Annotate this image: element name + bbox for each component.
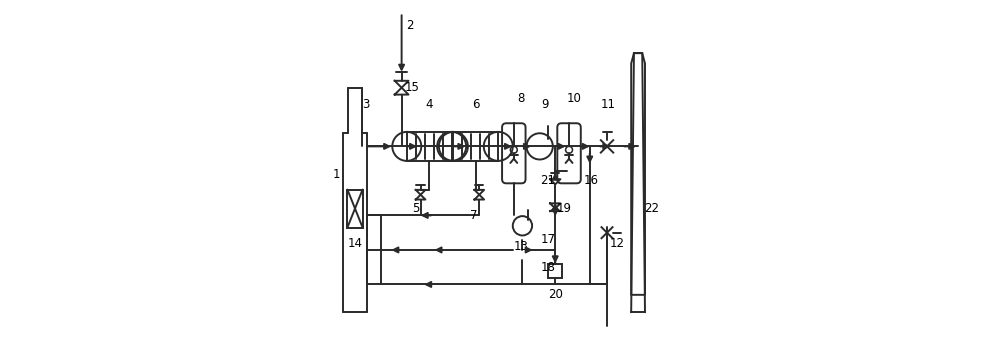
Text: 7: 7	[470, 209, 478, 222]
Bar	[548, 264, 562, 278]
Text: 10: 10	[567, 92, 582, 104]
Text: 18: 18	[541, 261, 556, 274]
Text: 15: 15	[405, 81, 419, 94]
Text: 22: 22	[644, 202, 659, 215]
Text: 6: 6	[472, 98, 480, 111]
Bar	[347, 190, 363, 228]
Text: 8: 8	[517, 92, 524, 104]
Text: 5: 5	[412, 202, 419, 215]
Text: 21: 21	[540, 174, 555, 188]
Text: 3: 3	[362, 98, 369, 111]
Text: 4: 4	[425, 98, 433, 111]
Bar	[407, 132, 452, 161]
Text: 16: 16	[584, 174, 599, 188]
Text: 13: 13	[513, 240, 528, 253]
Text: 17: 17	[541, 233, 556, 246]
Text: 12: 12	[610, 237, 625, 250]
Text: 2: 2	[406, 19, 414, 32]
Text: 1: 1	[332, 167, 340, 181]
Bar	[453, 132, 498, 161]
Text: 11: 11	[600, 98, 615, 111]
Text: 14: 14	[348, 237, 363, 250]
Text: 19: 19	[556, 202, 571, 215]
Text: 9: 9	[541, 98, 549, 111]
Text: 20: 20	[548, 288, 563, 301]
